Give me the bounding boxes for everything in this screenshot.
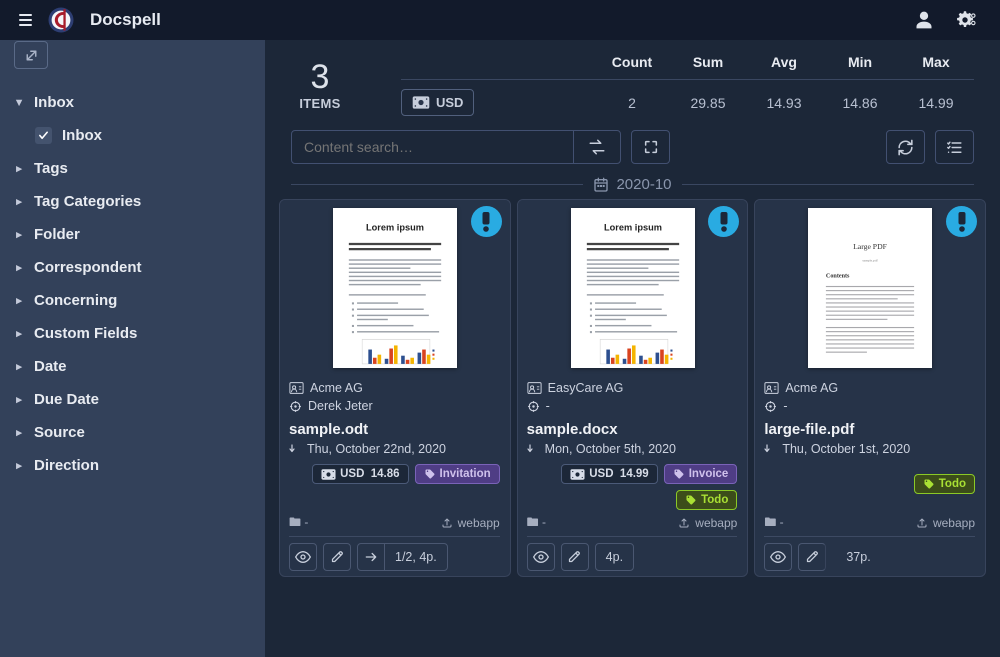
svg-text:Lorem ipsum: Lorem ipsum bbox=[604, 223, 662, 233]
svg-text:sample.pdf: sample.pdf bbox=[863, 258, 879, 262]
svg-text:Contents: Contents bbox=[826, 274, 850, 280]
svg-text:Large PDF: Large PDF bbox=[853, 242, 887, 251]
svg-text:Lorem ipsum: Lorem ipsum bbox=[366, 223, 424, 233]
